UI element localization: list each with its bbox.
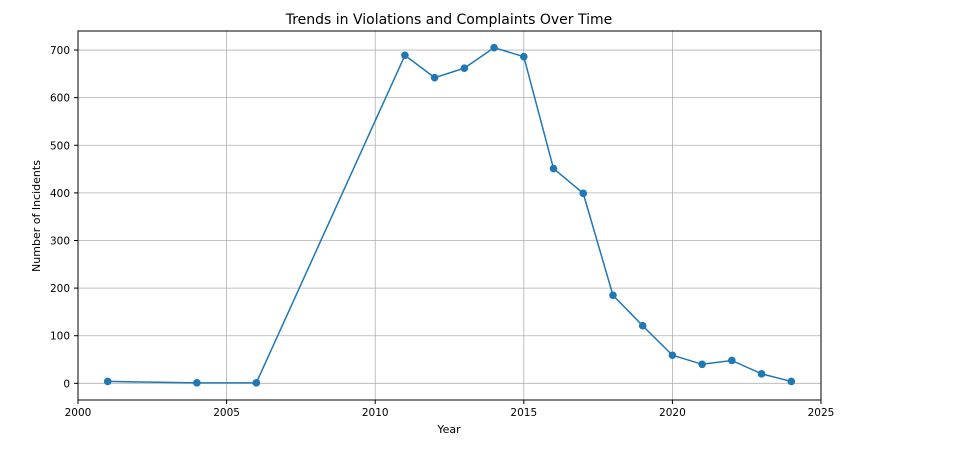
data-point: [430, 73, 439, 82]
x-tick-label: 2025: [808, 407, 835, 419]
data-point: [103, 377, 112, 386]
x-tick-label: 2005: [213, 407, 240, 419]
x-tick-label: 2000: [65, 407, 92, 419]
data-point: [460, 64, 469, 72]
x-tick-label: 2015: [510, 407, 537, 419]
x-tick-label: 2020: [659, 407, 686, 419]
data-point: [787, 377, 796, 386]
y-tick-label: 300: [50, 235, 70, 247]
data-point: [549, 164, 558, 173]
y-tick-label: 400: [50, 188, 70, 200]
y-axis-label: Number of Incidents: [30, 160, 43, 272]
data-point: [638, 321, 647, 330]
data-point: [698, 360, 706, 369]
data-point: [252, 379, 261, 387]
grid: [77, 31, 822, 400]
y-tick-label: 700: [50, 45, 70, 57]
data-point: [193, 379, 201, 387]
chart-title: Trends in Violations and Complaints Over…: [285, 12, 613, 28]
y-tick-label: 0: [63, 378, 70, 390]
y-tick-label: 200: [50, 283, 70, 295]
plot-frame: [77, 30, 822, 401]
x-axis-label: Year: [436, 423, 461, 436]
data-point: [728, 356, 736, 365]
data-point: [490, 43, 498, 52]
series-layer: [103, 43, 796, 387]
data-point: [401, 51, 409, 60]
y-tick-label: 600: [50, 93, 70, 105]
y-tick-label: 100: [50, 331, 70, 343]
axes: 2000 2005 2010 2015 2020 2025 0 100 200 300 400 500…: [50, 45, 834, 419]
x-tick-label: 2010: [362, 407, 389, 419]
data-point: [757, 370, 766, 378]
data-point: [609, 291, 617, 300]
data-point: [520, 52, 528, 61]
data-point: [579, 189, 588, 198]
data-point: [668, 351, 677, 360]
y-tick-label: 500: [50, 140, 70, 152]
